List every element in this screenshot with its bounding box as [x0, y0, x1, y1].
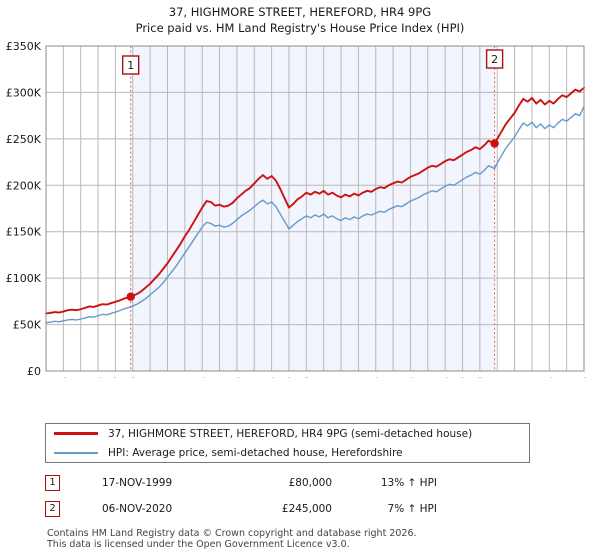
svg-text:2022: 2022	[509, 377, 522, 378]
title-line-2: Price paid vs. HM Land Registry's House …	[135, 21, 465, 35]
svg-text:2000: 2000	[127, 377, 140, 378]
svg-text:2008: 2008	[266, 377, 279, 378]
svg-text:2025: 2025	[561, 377, 574, 378]
svg-text:£300K: £300K	[6, 86, 42, 99]
svg-text:2: 2	[491, 53, 498, 66]
transaction-date: 17-NOV-1999	[102, 477, 173, 489]
svg-text:2003: 2003	[179, 377, 192, 378]
svg-text:2004: 2004	[196, 377, 209, 378]
svg-text:2017: 2017	[422, 377, 435, 378]
svg-text:1: 1	[127, 59, 134, 72]
price-vs-hpi-line-chart: £0 £50K £100K £150K £200K £250K £300K £350K 199…	[6, 40, 591, 378]
svg-text:1997: 1997	[75, 377, 88, 378]
legend-swatch-price-paid	[54, 432, 98, 435]
gridlines	[46, 45, 585, 371]
svg-text:£100K: £100K	[6, 272, 42, 285]
transaction-index-badge: 2	[45, 501, 60, 517]
transaction-price: £245,000	[281, 503, 332, 515]
svg-text:2007: 2007	[248, 377, 261, 378]
legend-item-price-paid: 37, HIGHMORE STREET, HEREFORD, HR4 9PG (…	[46, 424, 529, 443]
transaction-hpi-delta: 7% ↑ HPI	[387, 503, 437, 515]
svg-text:1999: 1999	[109, 377, 122, 378]
x-axis-tick-labels: 1995 1996 1997 1998 1999 2000 2001 2002 2003 2004…	[40, 377, 591, 378]
transaction-list: 1 17-NOV-1999 £80,000 13% ↑ HPI 2 06-NOV…	[45, 470, 545, 522]
svg-text:£200K: £200K	[6, 179, 42, 192]
svg-text:2011: 2011	[318, 377, 331, 378]
transaction-date: 06-NOV-2020	[102, 503, 173, 515]
legend-label-price-paid: 37, HIGHMORE STREET, HEREFORD, HR4 9PG (…	[108, 427, 473, 440]
legend-item-hpi: HPI: Average price, semi-detached house,…	[46, 443, 529, 462]
transaction-row: 1 17-NOV-1999 £80,000 13% ↑ HPI	[45, 470, 545, 496]
y-axis-tick-labels: £0 £50K £100K £150K £200K £250K £300K £350K	[6, 40, 42, 378]
svg-text:2016: 2016	[404, 377, 417, 378]
svg-text:2019: 2019	[457, 377, 470, 378]
attribution-footer: Contains HM Land Registry data © Crown c…	[47, 528, 587, 550]
svg-text:£150K: £150K	[6, 226, 42, 239]
transaction-row: 2 06-NOV-2020 £245,000 7% ↑ HPI	[45, 496, 545, 522]
page-title: 37, HIGHMORE STREET, HEREFORD, HR4 9PG P…	[0, 4, 600, 36]
svg-text:2002: 2002	[161, 377, 174, 378]
svg-text:£350K: £350K	[6, 40, 42, 53]
svg-text:2009: 2009	[283, 377, 296, 378]
svg-text:2013: 2013	[352, 377, 365, 378]
transaction-price: £80,000	[288, 477, 332, 489]
footer-line-1: Contains HM Land Registry data © Crown c…	[47, 528, 417, 539]
svg-text:2021: 2021	[491, 377, 504, 378]
svg-text:2026: 2026	[578, 377, 591, 378]
svg-text:2023: 2023	[526, 377, 539, 378]
plot-frame	[45, 45, 585, 372]
svg-text:2005: 2005	[214, 377, 227, 378]
chart-area: £0 £50K £100K £150K £200K £250K £300K £350K 199…	[0, 38, 600, 378]
footer-line-2: This data is licensed under the Open Gov…	[47, 539, 350, 550]
transaction-hpi-delta: 13% ↑ HPI	[380, 477, 437, 489]
svg-text:2012: 2012	[335, 377, 348, 378]
legend-swatch-hpi	[54, 451, 98, 454]
svg-text:2020: 2020	[474, 377, 487, 378]
svg-text:1996: 1996	[57, 377, 70, 378]
transaction-index-badge: 1	[45, 475, 60, 491]
svg-text:2018: 2018	[439, 377, 452, 378]
svg-text:£0: £0	[27, 365, 41, 378]
svg-text:2010: 2010	[300, 377, 313, 378]
svg-text:2001: 2001	[144, 377, 157, 378]
legend-label-hpi: HPI: Average price, semi-detached house,…	[108, 446, 403, 459]
svg-text:1995: 1995	[40, 377, 53, 378]
svg-text:2024: 2024	[543, 377, 556, 378]
svg-text:£250K: £250K	[6, 133, 42, 146]
svg-text:2006: 2006	[231, 377, 244, 378]
svg-text:£50K: £50K	[13, 319, 42, 332]
shaded-ownership-band	[130, 46, 495, 371]
chart-legend: 37, HIGHMORE STREET, HEREFORD, HR4 9PG (…	[45, 423, 530, 463]
svg-text:2014: 2014	[370, 377, 383, 378]
svg-text:1998: 1998	[92, 377, 105, 378]
title-line-1: 37, HIGHMORE STREET, HEREFORD, HR4 9PG	[168, 5, 432, 19]
svg-text:2015: 2015	[387, 377, 400, 378]
